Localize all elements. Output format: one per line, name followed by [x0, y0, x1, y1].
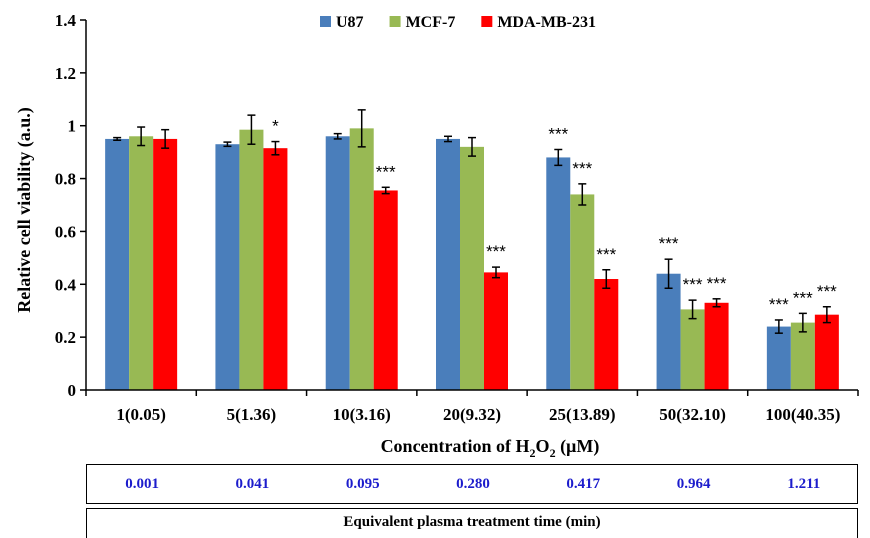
bar-mda-mb-231 — [373, 190, 398, 390]
bar-u87 — [766, 326, 791, 390]
significance-label: *** — [683, 275, 703, 294]
y-tick-label: 1.2 — [55, 64, 76, 83]
plasma-time-value: 1.211 — [787, 475, 821, 492]
x-axis-title-part2: O — [536, 436, 550, 456]
legend-swatch — [389, 16, 401, 27]
x-tick-label: 10(3.16) — [333, 405, 391, 424]
y-tick-label: 0.2 — [55, 328, 76, 347]
significance-label: *** — [572, 159, 592, 178]
bar-u87 — [436, 138, 460, 390]
bar-u87 — [546, 157, 571, 390]
significance-label: *** — [793, 288, 813, 307]
x-axis-title-sub1: 2 — [530, 446, 536, 460]
y-tick-label: 0.8 — [55, 170, 76, 189]
bar-mcf-7 — [129, 136, 154, 390]
legend-swatch — [481, 16, 493, 27]
significance-label: *** — [817, 282, 837, 301]
legend: U87 MCF-7 MDA-MB-231 — [320, 14, 596, 31]
bar-mda-mb-231 — [484, 272, 508, 390]
bar-mda-mb-231 — [814, 314, 839, 390]
x-axis-title-sub2: 2 — [550, 446, 556, 460]
y-tick-label: 1 — [68, 117, 77, 136]
legend-swatch — [320, 16, 331, 27]
x-tick-label: 20(9.32) — [443, 405, 501, 424]
plasma-time-caption: Equivalent plasma treatment time (min) — [343, 514, 601, 530]
bar-mcf-7 — [460, 146, 484, 390]
legend-label: MCF-7 — [406, 14, 456, 31]
plasma-time-value: 0.964 — [676, 475, 711, 492]
bar-mcf-7 — [680, 309, 705, 390]
plasma-time-row: 0.001 0.041 0.095 0.280 0.417 0.964 1.211 — [86, 464, 858, 504]
bar-mcf-7 — [239, 129, 264, 390]
significance-label: *** — [376, 162, 396, 181]
plasma-time-caption-box: Equivalent plasma treatment time (min) — [86, 508, 858, 538]
significance-label: *** — [707, 274, 727, 293]
x-axis-title-part3: (µM) — [556, 436, 600, 457]
bar-mcf-7 — [790, 322, 815, 390]
bar-mda-mb-231 — [153, 138, 178, 390]
y-tick-label: 1.4 — [55, 11, 77, 30]
significance-label: *** — [486, 242, 506, 261]
x-tick-label: 100(40.35) — [765, 405, 840, 424]
x-axis-title: Concentration of H2O2 (µM) — [381, 436, 600, 460]
bar-mcf-7 — [349, 128, 374, 390]
x-tick-label: 50(32.10) — [659, 405, 726, 424]
bar-mda-mb-231 — [263, 148, 288, 390]
significance-label: * — [272, 117, 279, 136]
x-tick-label: 1(0.05) — [116, 405, 166, 424]
bar-u87 — [215, 144, 240, 390]
bar-u87 — [325, 136, 350, 390]
plasma-time-value: 0.280 — [456, 475, 490, 492]
plasma-time-value: 0.041 — [235, 475, 270, 492]
x-axis: 1(0.05) 5(1.36) 10(3.16) 20(9.32) 25(13.89) 5… — [85, 389, 859, 424]
bars: ************************* ****** *** — [105, 109, 839, 390]
bar-u87 — [656, 273, 681, 390]
plasma-time-value: 0.001 — [125, 475, 160, 492]
y-axis: 0 0.2 0.4 0.6 0.8 1 1.2 1.4 — [55, 11, 87, 400]
bar-chart: U87 MCF-7 MDA-MB-231 00.20.40.60.811.21.4 … — [14, 11, 859, 460]
y-axis-title: Relative cell viability (a.u.) — [14, 107, 35, 312]
significance-label: *** — [769, 295, 789, 314]
significance-label: *** — [659, 234, 679, 253]
x-tick-label: 25(13.89) — [549, 405, 616, 424]
significance-label: *** — [548, 125, 568, 144]
legend-label: U87 — [336, 14, 364, 31]
x-tick-label: 5(1.36) — [227, 405, 277, 424]
y-tick-label: 0 — [68, 381, 77, 400]
y-tick-label: 0.6 — [55, 222, 76, 241]
plasma-time-value: 0.417 — [566, 475, 601, 492]
plasma-time-value: 0.095 — [345, 475, 380, 492]
bar-u87 — [105, 138, 130, 390]
significance-label: *** — [596, 245, 616, 264]
legend-label: MDA-MB-231 — [497, 14, 596, 31]
bar-mcf-7 — [570, 194, 595, 390]
y-tick-label: 0.4 — [55, 275, 77, 294]
x-axis-title-part1: Concentration of H — [381, 436, 530, 456]
bar-mda-mb-231 — [594, 279, 619, 390]
bar-mda-mb-231 — [704, 302, 729, 390]
